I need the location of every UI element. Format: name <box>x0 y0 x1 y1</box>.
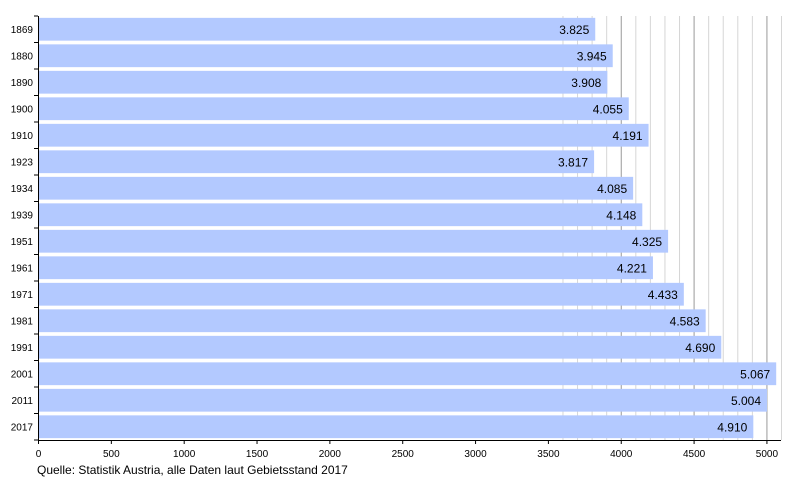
value-label: 4.910 <box>717 420 747 434</box>
bar <box>38 97 629 121</box>
bar <box>38 309 706 333</box>
value-label: 5.067 <box>740 367 770 381</box>
category-label: 1971 <box>11 290 34 301</box>
x-tick-label: 1000 <box>173 449 196 460</box>
category-label: 1880 <box>11 51 34 62</box>
bar <box>38 176 634 200</box>
bar <box>38 229 669 253</box>
category-label: 1939 <box>11 210 34 221</box>
value-label: 4.191 <box>613 129 643 143</box>
x-tick-label: 2500 <box>392 449 415 460</box>
source-note: Quelle: Statistik Austria, alle Daten la… <box>37 463 348 477</box>
category-label: 1923 <box>11 157 34 168</box>
bar <box>38 150 595 174</box>
x-tick-label: 3500 <box>537 449 560 460</box>
bar <box>38 415 754 439</box>
category-label: 1961 <box>11 263 34 274</box>
bar <box>38 70 608 94</box>
category-label: 2001 <box>11 369 34 380</box>
value-label: 4.221 <box>617 261 647 275</box>
value-label: 4.325 <box>632 235 662 249</box>
category-label: 1900 <box>11 104 34 115</box>
x-tick-label: 4500 <box>683 449 706 460</box>
value-label: 4.690 <box>685 341 715 355</box>
bar <box>38 362 777 386</box>
category-label: 1981 <box>11 316 34 327</box>
category-label: 2017 <box>11 422 34 433</box>
value-label: 3.825 <box>559 23 589 37</box>
x-tick-label: 500 <box>103 449 120 460</box>
bar <box>38 17 596 41</box>
x-tick-label: 0 <box>36 449 42 460</box>
bar <box>38 388 768 412</box>
value-label: 4.085 <box>597 182 627 196</box>
category-label: 2011 <box>11 396 33 407</box>
labels: 3.825 1869 3.945 1880 3.908 1890 4.055 1900 4.19… <box>11 23 779 460</box>
x-tick-label: 1500 <box>246 449 269 460</box>
axes <box>34 15 781 444</box>
value-label: 4.583 <box>670 314 700 328</box>
category-label: 1934 <box>11 184 34 195</box>
value-label: 4.055 <box>593 102 623 116</box>
bar <box>38 256 653 280</box>
bar <box>38 203 643 227</box>
x-tick-label: 4000 <box>610 449 633 460</box>
value-label: 4.433 <box>648 288 678 302</box>
x-tick-label: 2000 <box>319 449 342 460</box>
bar <box>38 282 684 306</box>
category-label: 1910 <box>11 131 34 142</box>
x-tick-label: 3000 <box>464 449 487 460</box>
category-label: 1869 <box>11 25 34 36</box>
value-label: 5.004 <box>731 394 761 408</box>
category-label: 1951 <box>11 237 34 248</box>
category-label: 1890 <box>11 78 34 89</box>
value-label: 4.148 <box>606 208 636 222</box>
bar <box>38 44 613 68</box>
category-label: 1991 <box>11 343 34 354</box>
x-tick-label: 5000 <box>756 449 779 460</box>
value-label: 3.945 <box>577 49 607 63</box>
bar <box>38 123 649 147</box>
bars <box>38 17 777 439</box>
value-label: 3.908 <box>571 76 601 90</box>
bar <box>38 335 722 359</box>
value-label: 3.817 <box>558 155 588 169</box>
